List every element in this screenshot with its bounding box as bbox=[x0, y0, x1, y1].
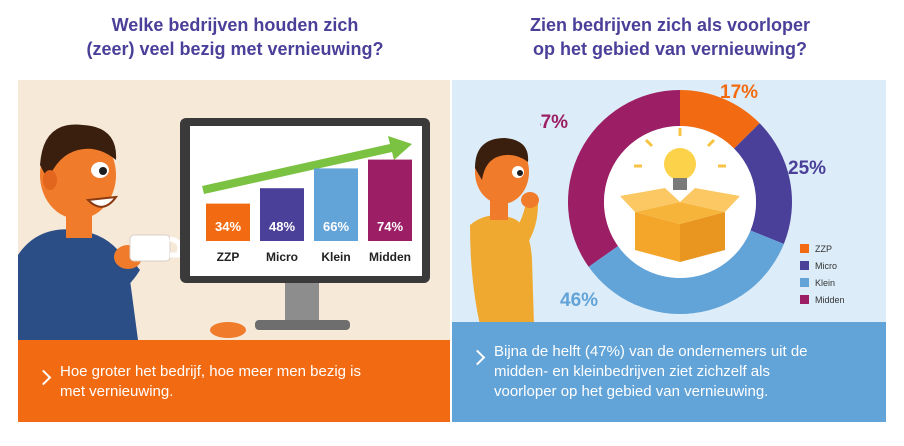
monitor-base bbox=[255, 320, 350, 330]
legend-item-midden: Midden bbox=[800, 293, 845, 307]
donut-value-label: 17% bbox=[720, 84, 758, 103]
bar-micro bbox=[260, 188, 304, 241]
chevron-right-icon bbox=[469, 349, 486, 366]
right-banner-line2: midden- en kleinbedrijven ziet zichzelf … bbox=[494, 363, 770, 380]
trend-arrow-icon bbox=[202, 136, 412, 194]
bar-klein bbox=[314, 168, 358, 241]
bar-value-label: 48% bbox=[269, 219, 295, 234]
bar-category-label: ZZP bbox=[217, 250, 240, 264]
donut-slice-micro bbox=[734, 123, 792, 244]
bar-zzp bbox=[206, 203, 250, 241]
left-heading-line1: Welke bedrijven houden zich bbox=[111, 15, 359, 35]
legend-item-zzp: ZZP bbox=[800, 242, 832, 256]
legend-item-klein: Klein bbox=[800, 276, 835, 290]
donut-slice-midden bbox=[568, 90, 680, 267]
bar-value-label: 74% bbox=[377, 219, 403, 234]
legend-swatch bbox=[800, 261, 809, 270]
legend-swatch bbox=[800, 295, 809, 304]
left-banner: Hoe groter het bedrijf, hoe meer men bez… bbox=[18, 340, 450, 422]
donut-chart: 17% 25% 46% 47% bbox=[540, 84, 826, 314]
left-banner-line2: met vernieuwing. bbox=[60, 383, 174, 400]
left-banner-line1: Hoe groter het bedrijf, hoe meer men bez… bbox=[60, 363, 361, 380]
right-heading-line2: op het gebied van vernieuwing? bbox=[532, 39, 808, 59]
right-banner: Bijna de helft (47%) van de ondernemers … bbox=[452, 322, 886, 422]
donut-value-label: 47% bbox=[540, 112, 568, 133]
donut-value-label: 25% bbox=[788, 158, 826, 179]
legend-label: Micro bbox=[815, 261, 837, 271]
right-heading: Zien bedrijven zich als voorloper op het… bbox=[495, 13, 845, 61]
legend-label: Midden bbox=[815, 295, 845, 305]
bar-chart-screen: 34% ZZP 48% Micro 66% Klein 74% Midden bbox=[190, 126, 422, 276]
legend-label: ZZP bbox=[815, 244, 832, 254]
legend-item-micro: Micro bbox=[800, 259, 837, 273]
donut-slice-zzp bbox=[680, 90, 760, 149]
open-box-icon bbox=[620, 188, 740, 262]
legend-label: Klein bbox=[815, 278, 836, 288]
donut-slice-klein bbox=[588, 230, 784, 314]
lightbulb-icon bbox=[634, 128, 726, 190]
person-with-coffee-icon bbox=[18, 124, 246, 340]
bar-value-label: 66% bbox=[323, 219, 349, 234]
donut-value-label: 46% bbox=[560, 290, 598, 311]
right-banner-line1: Bijna de helft (47%) van de ondernemers … bbox=[494, 343, 808, 360]
left-heading: Welke bedrijven houden zich (zeer) veel … bbox=[60, 13, 410, 61]
legend-swatch bbox=[800, 278, 809, 287]
right-banner-line3: voorloper op het gebied van vernieuwing. bbox=[494, 383, 769, 400]
bar-category-label: Klein bbox=[321, 250, 350, 264]
legend-swatch bbox=[800, 244, 809, 253]
legend: ZZP Micro Klein Midden bbox=[800, 242, 880, 312]
monitor-stand bbox=[285, 283, 319, 323]
bar-category-label: Midden bbox=[369, 250, 411, 264]
thinking-person-icon bbox=[470, 138, 539, 325]
left-heading-line2: (zeer) veel bezig met vernieuwing? bbox=[86, 39, 384, 59]
bar-midden bbox=[368, 159, 412, 241]
right-heading-line1: Zien bedrijven zich als voorloper bbox=[529, 15, 811, 35]
chevron-right-icon bbox=[35, 369, 52, 386]
bar-category-label: Micro bbox=[266, 250, 298, 264]
bar-value-label: 34% bbox=[215, 219, 241, 234]
